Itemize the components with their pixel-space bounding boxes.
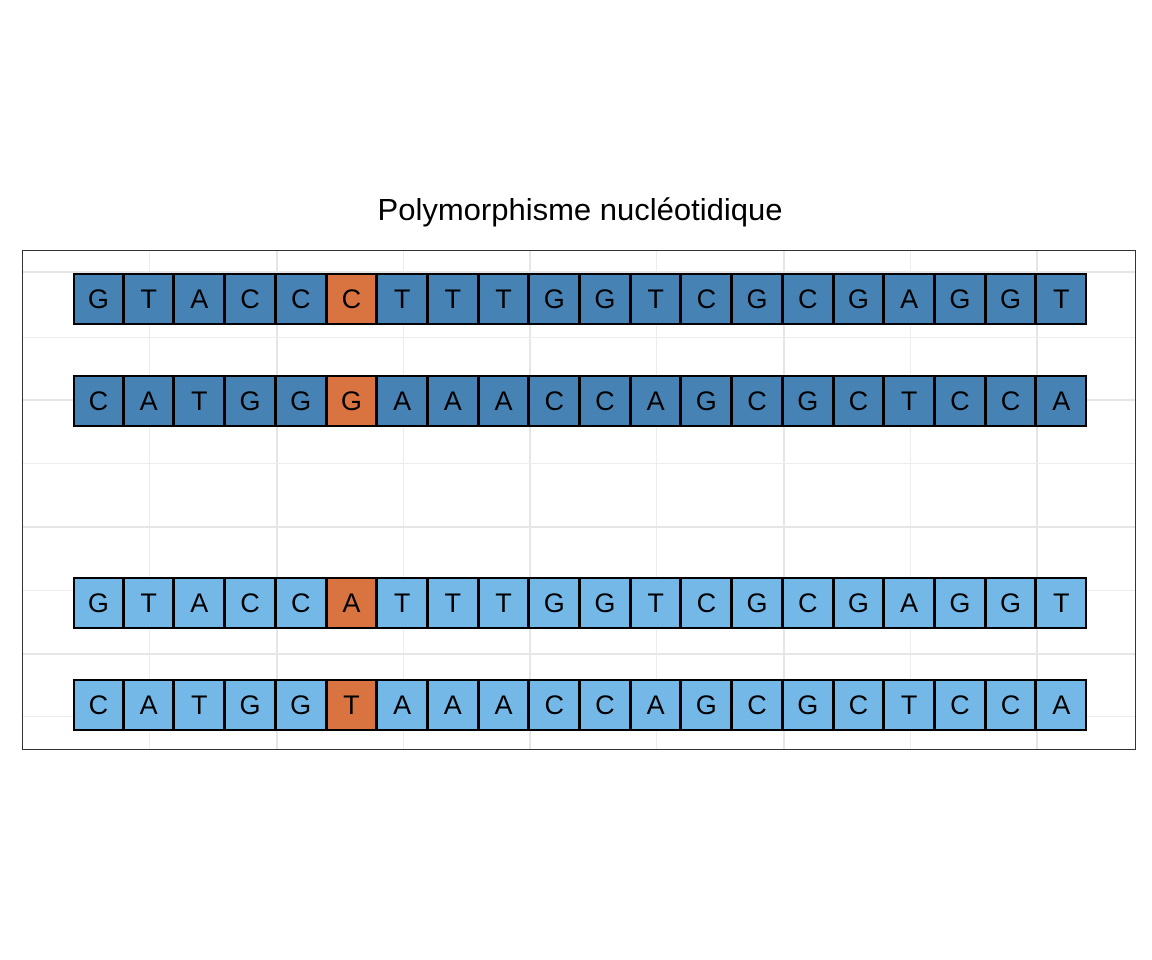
nucleotide-base: G (529, 273, 581, 325)
nucleotide-base: C (732, 679, 783, 731)
nucleotide-base: G (934, 577, 986, 629)
nucleotide-base: C (985, 679, 1037, 731)
nucleotide-base: C (732, 375, 783, 427)
nucleotide-base: C (681, 577, 733, 629)
nucleotide-base: G (580, 273, 631, 325)
nucleotide-base: C (934, 679, 986, 731)
snp-variant-base: C (326, 273, 378, 325)
nucleotide-base: C (782, 577, 834, 629)
gridline (656, 251, 657, 749)
nucleotide-base: C (225, 577, 276, 629)
nucleotide-base: A (377, 375, 428, 427)
nucleotide-base: G (225, 679, 276, 731)
nucleotide-base: A (427, 375, 479, 427)
gridline (276, 251, 278, 749)
nucleotide-base: A (884, 273, 935, 325)
nucleotide-base: T (377, 577, 428, 629)
nucleotide-base: A (123, 679, 175, 731)
nucleotide-base: C (73, 375, 124, 427)
nucleotide-base: G (782, 375, 834, 427)
nucleotide-base: T (123, 577, 175, 629)
nucleotide-base: G (225, 375, 276, 427)
nucleotide-base: G (275, 679, 327, 731)
gridline (1036, 251, 1038, 749)
gridline (23, 271, 1135, 273)
nucleotide-base: T (377, 273, 428, 325)
nucleotide-base: A (427, 679, 479, 731)
gridline (910, 251, 911, 749)
nucleotide-base: A (478, 679, 530, 731)
nucleotide-base: C (225, 273, 276, 325)
nucleotide-base: T (1036, 577, 1088, 629)
nucleotide-base: G (934, 273, 986, 325)
nucleotide-base: T (630, 577, 682, 629)
nucleotide-base: C (681, 273, 733, 325)
nucleotide-base: C (529, 679, 581, 731)
nucleotide-base: C (580, 679, 631, 731)
nucleotide-base: T (427, 273, 479, 325)
nucleotide-base: A (884, 577, 935, 629)
nucleotide-base: G (681, 679, 733, 731)
nucleotide-base: G (732, 577, 783, 629)
gridline (403, 251, 404, 749)
gridline (23, 526, 1135, 528)
gridline (23, 653, 1135, 655)
gridline (783, 251, 785, 749)
nucleotide-base: C (580, 375, 631, 427)
nucleotide-base: G (73, 273, 124, 325)
nucleotide-base: C (73, 679, 124, 731)
nucleotide-base: C (985, 375, 1037, 427)
nucleotide-base: G (732, 273, 783, 325)
nucleotide-base: A (630, 679, 682, 731)
nucleotide-base: G (275, 375, 327, 427)
nucleotide-base: A (123, 375, 175, 427)
nucleotide-base: A (377, 679, 428, 731)
nucleotide-base: G (529, 577, 581, 629)
snp-variant-base: G (326, 375, 378, 427)
nucleotide-base: T (174, 375, 226, 427)
nucleotide-base: T (427, 577, 479, 629)
nucleotide-base: T (123, 273, 175, 325)
snp-variant-base: A (326, 577, 378, 629)
nucleotide-base: T (1036, 273, 1088, 325)
gridline (23, 337, 1135, 338)
nucleotide-base: G (73, 577, 124, 629)
nucleotide-base: C (934, 375, 986, 427)
nucleotide-base: G (833, 577, 885, 629)
nucleotide-base: C (275, 577, 327, 629)
nucleotide-base: A (1036, 679, 1088, 731)
nucleotide-base: A (174, 577, 226, 629)
nucleotide-base: T (884, 679, 935, 731)
nucleotide-base: A (174, 273, 226, 325)
nucleotide-base: T (478, 577, 530, 629)
nucleotide-base: T (884, 375, 935, 427)
nucleotide-base: C (782, 273, 834, 325)
nucleotide-base: G (580, 577, 631, 629)
nucleotide-base: C (833, 375, 885, 427)
nucleotide-base: A (630, 375, 682, 427)
nucleotide-base: T (630, 273, 682, 325)
diagram-title: Polymorphisme nucléotidique (377, 192, 783, 227)
nucleotide-base: A (1036, 375, 1088, 427)
nucleotide-base: G (681, 375, 733, 427)
snp-variant-base: T (326, 679, 378, 731)
nucleotide-base: G (833, 273, 885, 325)
nucleotide-base: T (478, 273, 530, 325)
nucleotide-base: C (833, 679, 885, 731)
gridline (149, 251, 150, 749)
nucleotide-base: C (529, 375, 581, 427)
gridline (23, 463, 1135, 464)
gridline (529, 251, 531, 749)
nucleotide-base: G (782, 679, 834, 731)
nucleotide-base: G (985, 273, 1037, 325)
nucleotide-base: T (174, 679, 226, 731)
nucleotide-base: A (478, 375, 530, 427)
nucleotide-base: C (275, 273, 327, 325)
nucleotide-base: G (985, 577, 1037, 629)
